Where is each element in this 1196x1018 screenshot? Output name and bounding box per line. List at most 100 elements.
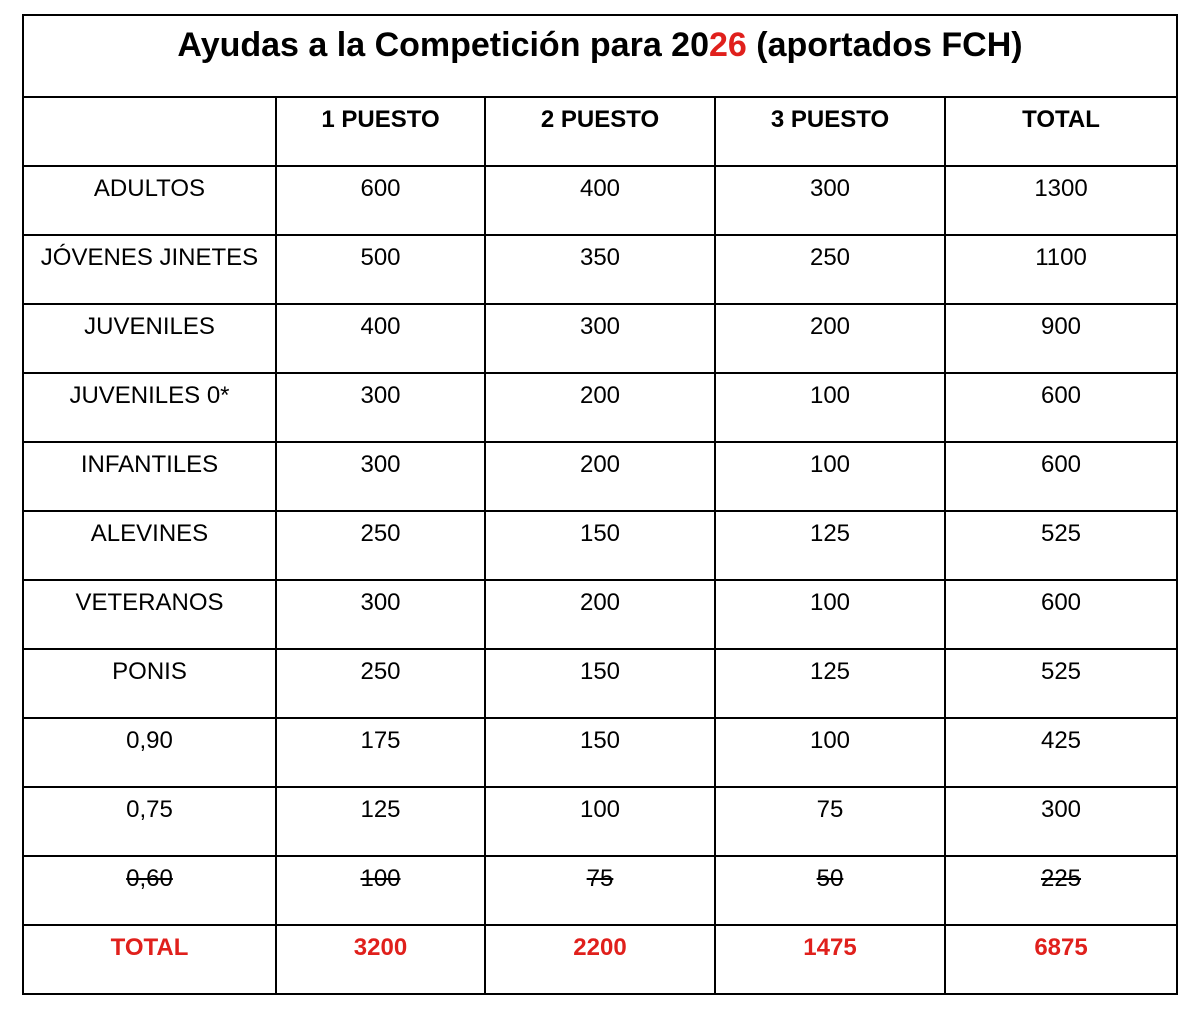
- cell: PONIS: [22, 648, 277, 719]
- cell-text: 150: [579, 658, 621, 685]
- cell-text: ALEVINES: [90, 520, 209, 547]
- cell-text: 75: [586, 865, 614, 892]
- cell-text: 500: [360, 244, 401, 271]
- cell: 1100: [943, 234, 1179, 305]
- cell: 400: [484, 165, 716, 236]
- cell: 2 PUESTO: [484, 96, 716, 167]
- header-row: 1 PUESTO 2 PUESTO 3 PUESTO TOTAL: [22, 96, 1179, 167]
- cell: 600: [943, 441, 1179, 512]
- cell: 125: [275, 786, 486, 857]
- cell: JUVENILES 0*: [22, 372, 277, 443]
- cell: 100: [275, 855, 486, 926]
- cell: ADULTOS: [22, 165, 277, 236]
- cell: TOTAL: [943, 96, 1179, 167]
- data-row: JÓVENES JINETES 500 350 250 1100: [22, 234, 1179, 305]
- cell: 75: [484, 855, 716, 926]
- cell-text: JÓVENES JINETES: [40, 244, 259, 271]
- cell: 250: [714, 234, 946, 305]
- cell: 0,90: [22, 717, 277, 788]
- cell-text: 600: [360, 175, 401, 202]
- cell-text: 50: [816, 865, 844, 892]
- cell-text: 300: [809, 175, 851, 202]
- cell-text: PONIS: [112, 658, 187, 685]
- cell-text: 0,75: [126, 796, 173, 823]
- cell: 175: [275, 717, 486, 788]
- title-cell: Ayudas a la Competición para 2026 (aport…: [21, 14, 1179, 98]
- cell: 900: [943, 303, 1179, 374]
- cell: 600: [943, 372, 1179, 443]
- cell-text: 250: [809, 244, 851, 271]
- cell-text: 225: [1040, 865, 1082, 892]
- cell-text: 125: [809, 658, 851, 685]
- data-row: VETERANOS 300 200 100 600: [22, 579, 1179, 650]
- cell-text: 200: [579, 382, 621, 409]
- cell: JÓVENES JINETES: [22, 234, 277, 305]
- cell-text: 100: [809, 451, 851, 478]
- cell-text: 125: [809, 520, 851, 547]
- cell: 300: [714, 165, 946, 236]
- cell-text: 3 PUESTO: [770, 106, 890, 133]
- cell: 200: [484, 372, 716, 443]
- cell: 125: [714, 648, 946, 719]
- cell: 100: [714, 372, 946, 443]
- struck-row: 0,60 100 75 50 225: [22, 855, 1179, 926]
- cell-text: 600: [1040, 589, 1082, 616]
- cell: 1300: [943, 165, 1179, 236]
- cell-text: 350: [579, 244, 621, 271]
- cell-text: JUVENILES: [84, 313, 215, 340]
- cell-text: INFANTILES: [80, 451, 219, 478]
- cell: TOTAL: [22, 924, 277, 995]
- cell: 350: [484, 234, 716, 305]
- cell-text: 400: [579, 175, 621, 202]
- cell: JUVENILES: [22, 303, 277, 374]
- cell-text: 175: [360, 727, 401, 754]
- cell: 150: [484, 510, 716, 581]
- cell: 125: [714, 510, 946, 581]
- cell: 100: [714, 441, 946, 512]
- cell-text: 300: [1040, 796, 1082, 823]
- total-row: TOTAL 3200 2200 1475 6875: [22, 924, 1179, 995]
- cell-text: 250: [360, 658, 401, 685]
- data-row: JUVENILES 400 300 200 900: [22, 303, 1179, 374]
- cell: 150: [484, 717, 716, 788]
- cell-text: 100: [809, 727, 851, 754]
- cell-text: 600: [1040, 382, 1082, 409]
- cell-text: 300: [360, 382, 401, 409]
- cell-text: 600: [1040, 451, 1082, 478]
- cell: 300: [275, 372, 486, 443]
- cell: 2200: [484, 924, 716, 995]
- cell-text: TOTAL: [110, 934, 189, 961]
- cell: 0,60: [22, 855, 277, 926]
- cell-text: 3200: [353, 934, 408, 961]
- cell-text: 525: [1040, 658, 1082, 685]
- cell-text: 0,60: [126, 865, 173, 892]
- cell-text: 200: [809, 313, 851, 340]
- cell: 75: [714, 786, 946, 857]
- cell-text: 150: [579, 520, 621, 547]
- data-row: ADULTOS 600 400 300 1300: [22, 165, 1179, 236]
- cell: 500: [275, 234, 486, 305]
- cell: 250: [275, 510, 486, 581]
- cell: [22, 96, 277, 167]
- cell-text: 100: [809, 382, 851, 409]
- cell: 1475: [714, 924, 946, 995]
- cell: 300: [275, 579, 486, 650]
- table-body: Ayudas a la Competición para 2026 (aport…: [21, 14, 1179, 995]
- data-row: INFANTILES 300 200 100 600: [22, 441, 1179, 512]
- cell: 225: [943, 855, 1179, 926]
- data-row: PONIS 250 150 125 525: [22, 648, 1179, 719]
- cell: 100: [484, 786, 716, 857]
- cell: 3200: [275, 924, 486, 995]
- cell-text: 0,90: [126, 727, 173, 754]
- data-row: JUVENILES 0* 300 200 100 600: [22, 372, 1179, 443]
- cell: 1 PUESTO: [275, 96, 486, 167]
- cell: 150: [484, 648, 716, 719]
- cell: ALEVINES: [22, 510, 277, 581]
- cell-text: 1300: [1034, 175, 1088, 202]
- cell-text: 125: [360, 796, 401, 823]
- data-row: 0,90 175 150 100 425: [22, 717, 1179, 788]
- cell-text: 900: [1040, 313, 1082, 340]
- cell: INFANTILES: [22, 441, 277, 512]
- cell: 6875: [943, 924, 1179, 995]
